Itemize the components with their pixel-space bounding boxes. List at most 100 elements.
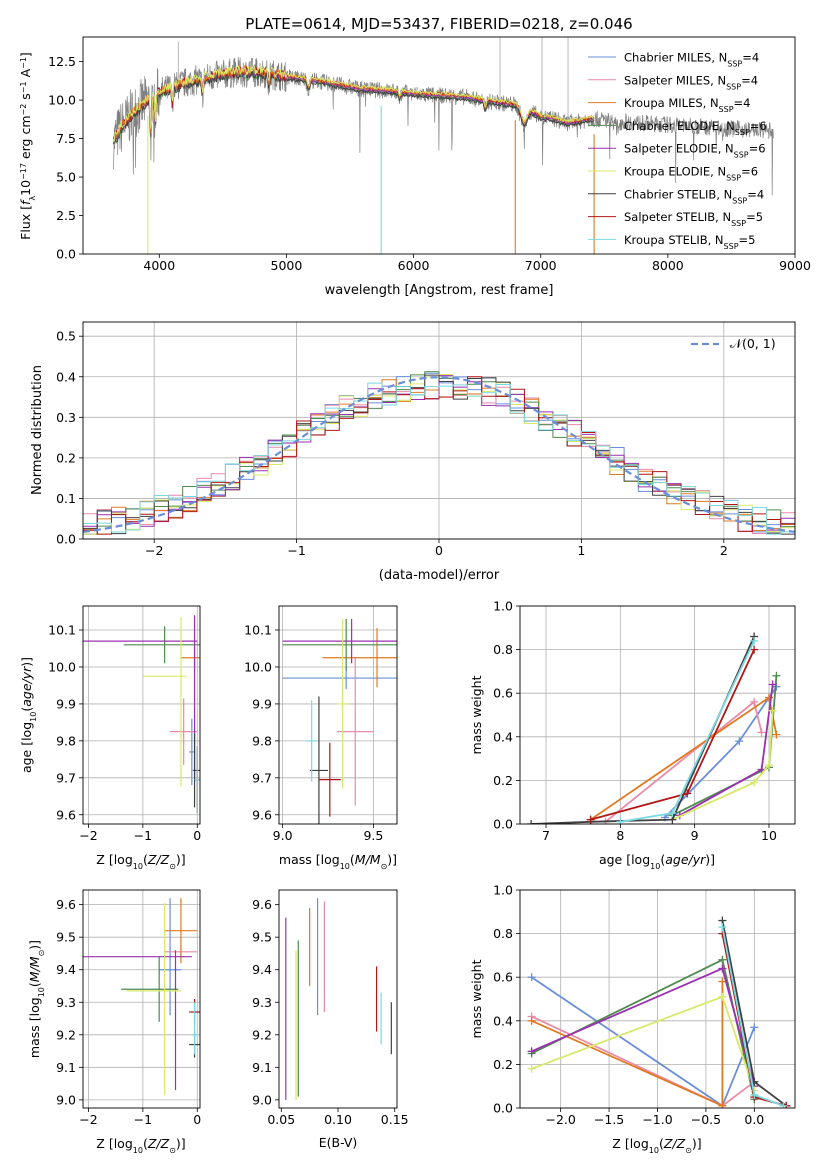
y-tick-label: 9.2 xyxy=(56,1027,76,1042)
text-part: mass [log xyxy=(279,852,340,867)
x-tick-label: −1.5 xyxy=(594,1112,624,1127)
y-tick-label: 9.1 xyxy=(252,1060,272,1075)
text-part: age [log xyxy=(19,722,34,773)
x-axis-label: Z [log10(Z/Z⊙)] xyxy=(96,1136,185,1155)
x-tick-label: 2 xyxy=(720,543,728,558)
y-tick-label: 9.6 xyxy=(56,807,76,822)
y-tick-label: 10.0 xyxy=(48,659,76,674)
y-tick-label: 2.5 xyxy=(56,208,76,223)
chart-title: PLATE=0614, MJD=53437, FIBERID=0218, z=0… xyxy=(245,15,632,33)
text-part: Flux [ xyxy=(18,205,33,240)
y-tick-label: 9.2 xyxy=(252,1027,272,1042)
y-tick-label: 0.2 xyxy=(493,773,513,788)
y-tick-label: 5.0 xyxy=(56,170,76,185)
text-part: 10 xyxy=(133,1146,143,1155)
text-part: 10 xyxy=(37,987,46,997)
panel-weight-vs-Z: −2.0 −1.5 −1.0 −0.5 0.0 0.0 0.2 0.4 0.6 0.8 1.0 mas… xyxy=(469,883,796,1155)
text-part: −1 xyxy=(19,57,28,69)
error-bar-point xyxy=(164,898,198,964)
error-bar-point xyxy=(318,742,341,817)
text-part: age xyxy=(19,683,34,707)
text-part: SSP xyxy=(727,59,742,68)
plus-marker xyxy=(718,964,727,973)
plot-area xyxy=(527,916,791,1108)
error-bar-point xyxy=(142,617,187,788)
text-part: ⊙ xyxy=(169,1146,176,1155)
x-tick-label: 9000 xyxy=(779,258,811,273)
error-bar-point xyxy=(306,700,318,782)
y-tick-label: 9.0 xyxy=(56,1092,76,1107)
text-part: SSP xyxy=(732,196,747,205)
gridlines xyxy=(83,606,200,824)
x-axis-label: wavelength [Angstrom, rest frame] xyxy=(325,283,554,298)
error-bar-point xyxy=(337,657,374,806)
y-axis-label: mass weight xyxy=(469,959,484,1038)
error-bar-point xyxy=(337,618,348,789)
y-tick-label: 10.0 xyxy=(244,659,272,674)
plot-area xyxy=(282,618,397,824)
plus-marker xyxy=(616,817,625,824)
text-part: Z xyxy=(147,1136,157,1151)
text-part: mass [log xyxy=(27,997,42,1058)
plus-marker xyxy=(683,789,692,798)
plus-marker xyxy=(772,671,781,680)
y-tick-label: 9.3 xyxy=(56,995,76,1010)
y-tick-label: 9.1 xyxy=(56,1060,76,1075)
text-part: f xyxy=(18,199,33,205)
text-part: / xyxy=(155,852,162,867)
text-part: −1 xyxy=(19,81,28,93)
error-bar-point xyxy=(83,950,192,1091)
text-part: age [log xyxy=(599,852,650,867)
plus-marker xyxy=(586,815,595,824)
text-part: s xyxy=(18,93,33,104)
text-part: / xyxy=(27,965,42,972)
plus-marker xyxy=(718,992,727,1001)
y-tick-label: 9.6 xyxy=(252,897,272,912)
text-part: ( xyxy=(143,1136,148,1151)
text-part: Z [log xyxy=(612,1136,648,1151)
text-part: )] xyxy=(27,940,42,950)
y-tick-label: 9.5 xyxy=(252,930,272,945)
y-tick-label: 9.8 xyxy=(252,733,272,748)
x-tick-label: 7 xyxy=(542,828,550,843)
text-part: =6 xyxy=(741,165,758,179)
gridlines xyxy=(83,890,200,1108)
normal-reference-curve xyxy=(83,376,795,533)
axes: −2 −1 0 9.6 9.7 9.8 9.9 10.0 10.1 xyxy=(48,605,201,843)
legend-label: Kroupa STELIB, NSSP=5 xyxy=(624,233,755,251)
text-part: Z xyxy=(160,1136,170,1151)
x-axis-label: (data-model)/error xyxy=(379,568,500,583)
legend-label: 𝒩(0, 1) xyxy=(730,336,776,351)
plot-area xyxy=(83,898,200,1095)
x-tick-label: 0.05 xyxy=(267,1112,295,1127)
weight-line xyxy=(531,1015,755,1107)
error-bar-point xyxy=(170,698,198,765)
text-part: / xyxy=(671,1136,678,1151)
y-tick-label: 0.1 xyxy=(56,491,76,506)
x-tick-label: 0 xyxy=(193,828,201,843)
text-part: =6 xyxy=(749,142,766,156)
y-tick-label: 0.3 xyxy=(56,410,76,425)
error-bars xyxy=(282,618,397,824)
axes-frame xyxy=(82,605,201,825)
x-tick-label: 9 xyxy=(691,828,699,843)
text-part: SSP xyxy=(734,150,749,159)
text-part: ( xyxy=(143,852,148,867)
x-tick-label: 8000 xyxy=(652,258,684,273)
text-part: ( xyxy=(19,707,34,712)
text-part: / xyxy=(19,677,34,684)
x-axis-label: E(B-V) xyxy=(319,1135,358,1150)
y-tick-label: 0.4 xyxy=(56,369,76,384)
plot-area xyxy=(83,615,200,813)
text-part: Salpeter STELIB, N xyxy=(624,210,731,224)
x-tick-label: −1.0 xyxy=(642,1112,672,1127)
x-tick-label: 5000 xyxy=(271,258,303,273)
panel-age-vs-Z: −2 −1 09.69.79.89.910.010.1Z [log10(Z/Z⊙)]… xyxy=(19,605,201,871)
y-tick-label: 1.0 xyxy=(493,883,513,898)
text-part: ⊙ xyxy=(685,1146,692,1155)
text-part: M xyxy=(27,971,42,982)
x-axis-label: Z [log10(Z/Z⊙)] xyxy=(612,1136,701,1155)
text-part: / xyxy=(688,852,695,867)
x-tick-label: −0.5 xyxy=(691,1112,721,1127)
